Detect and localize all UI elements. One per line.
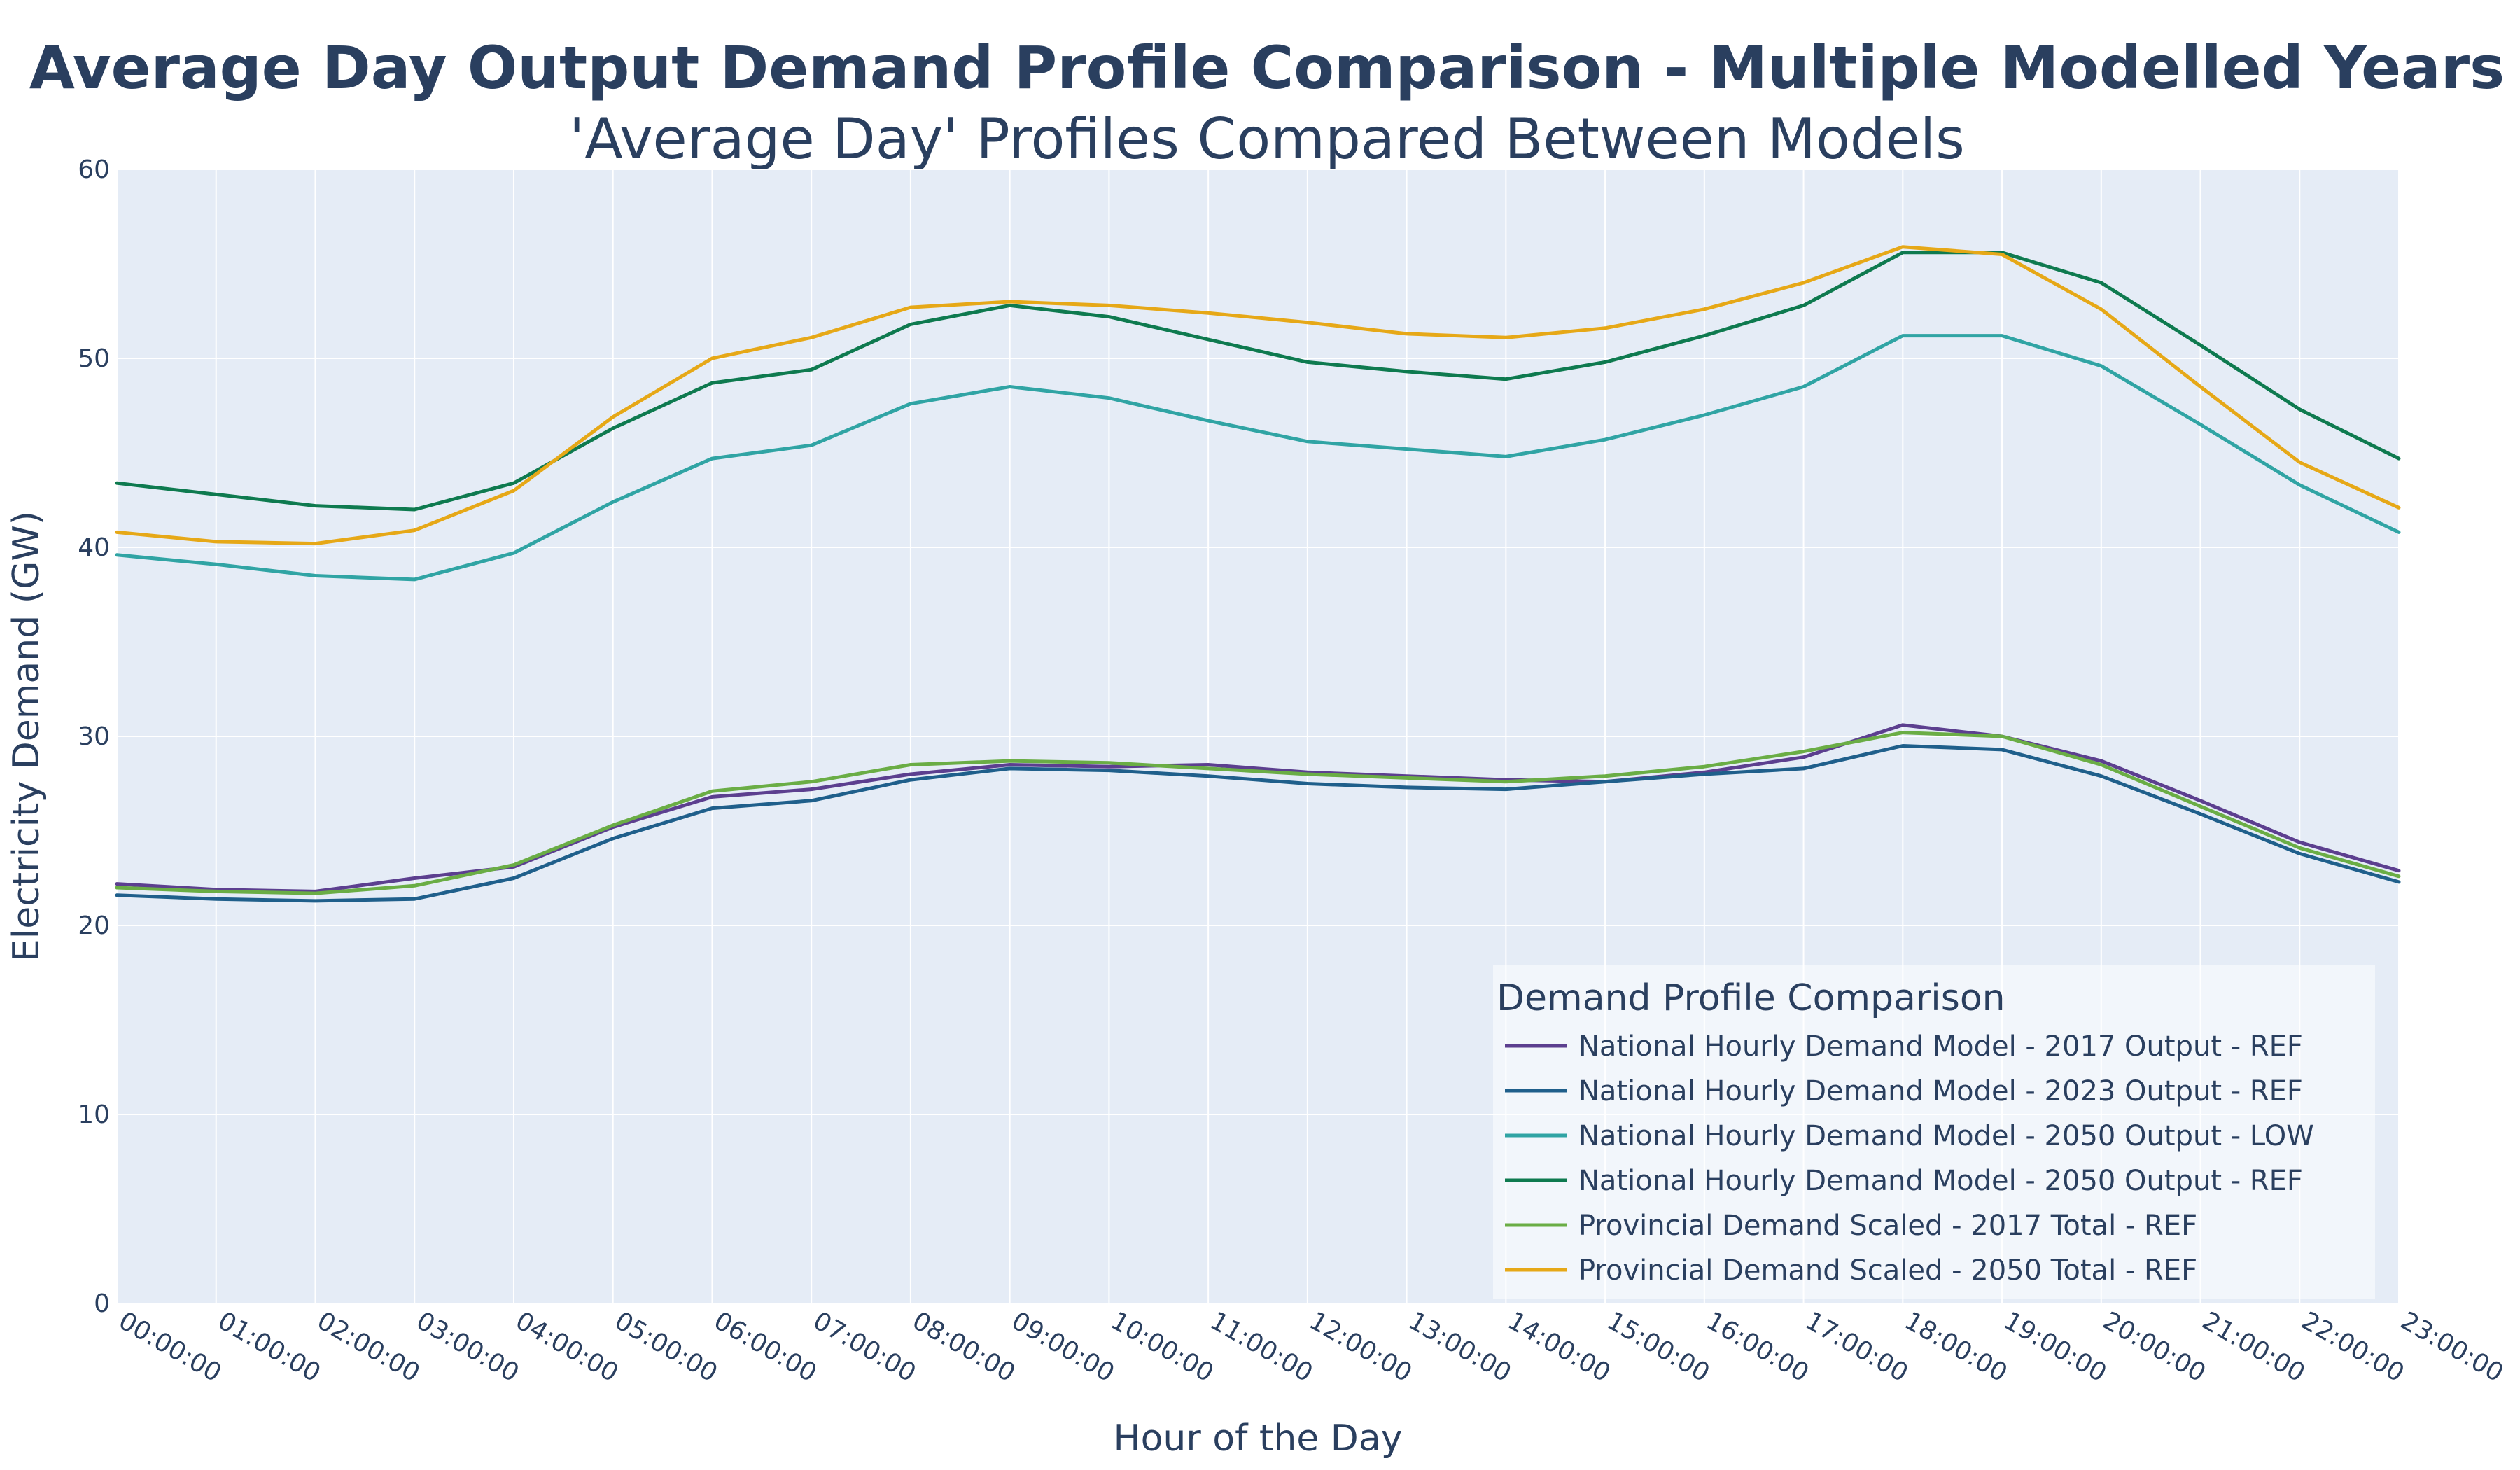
series-lines [115, 245, 2401, 903]
legend-label: National Hourly Demand Model - 2050 Outp… [1578, 1165, 2303, 1197]
legend-item: National Hourly Demand Model - 2050 Outp… [1505, 1120, 2314, 1152]
legend-label: National Hourly Demand Model - 2017 Outp… [1578, 1030, 2303, 1063]
y-tick-label: 40 [78, 533, 110, 562]
y-tick-label: 60 [78, 155, 110, 184]
x-tick-label: 07:00:00 [808, 1306, 921, 1387]
y-axis-ticks: 0 10 20 30 40 50 60 [78, 155, 110, 1318]
x-tick-label: 09:00:00 [1007, 1306, 1119, 1387]
x-tick-label: 21:00:00 [2197, 1306, 2310, 1387]
x-tick-label: 12:00:00 [1304, 1306, 1417, 1387]
x-tick-label: 18:00:00 [1900, 1306, 2012, 1387]
chart-title: Average Day Output Demand Profile Compar… [29, 34, 2505, 102]
y-tick-label: 50 [78, 344, 110, 373]
x-tick-label: 00:00:00 [114, 1306, 227, 1387]
x-tick-label: 05:00:00 [610, 1306, 722, 1387]
x-tick-label: 15:00:00 [1602, 1306, 1715, 1387]
legend-item: National Hourly Demand Model - 2017 Outp… [1505, 1030, 2303, 1063]
y-tick-label: 30 [78, 722, 110, 751]
legend: Demand Profile Comparison National Hourl… [1493, 965, 2375, 1299]
x-tick-label: 20:00:00 [2098, 1306, 2211, 1387]
y-tick-label: 10 [78, 1100, 110, 1129]
series-line [115, 744, 2401, 903]
chart-subtitle: 'Average Day' Profiles Compared Between … [569, 106, 1965, 172]
x-tick-label: 02:00:00 [312, 1306, 425, 1387]
x-tick-label: 14:00:00 [1503, 1306, 1616, 1387]
legend-title: Demand Profile Comparison [1497, 977, 2005, 1019]
x-tick-label: 08:00:00 [907, 1306, 1020, 1387]
legend-label: Provincial Demand Scaled - 2017 Total - … [1578, 1210, 2197, 1242]
x-tick-label: 10:00:00 [1106, 1306, 1219, 1387]
legend-item: Provincial Demand Scaled - 2050 Total - … [1505, 1254, 2197, 1287]
legend-item: National Hourly Demand Model - 2023 Outp… [1505, 1075, 2303, 1107]
x-axis-ticks: 00:00:0001:00:0002:00:0003:00:0004:00:00… [114, 1306, 2509, 1387]
x-tick-label: 19:00:00 [1999, 1306, 2112, 1387]
x-tick-label: 03:00:00 [412, 1306, 524, 1387]
series-line [115, 334, 2401, 582]
x-tick-label: 06:00:00 [709, 1306, 822, 1387]
legend-item: Provincial Demand Scaled - 2017 Total - … [1505, 1210, 2197, 1242]
x-tick-label: 16:00:00 [1701, 1306, 1814, 1387]
x-axis-title: Hour of the Day [1114, 1418, 1403, 1460]
series-line [115, 251, 2401, 512]
x-tick-label: 22:00:00 [2297, 1306, 2409, 1387]
x-tick-label: 13:00:00 [1404, 1306, 1516, 1387]
legend-item: National Hourly Demand Model - 2050 Outp… [1505, 1165, 2303, 1197]
series-line [115, 731, 2401, 895]
x-tick-label: 11:00:00 [1205, 1306, 1318, 1387]
y-axis-title: Electricity Demand (GW) [6, 511, 48, 962]
y-tick-label: 20 [78, 911, 110, 940]
x-tick-label: 01:00:00 [213, 1306, 326, 1387]
legend-box [1493, 965, 2375, 1299]
legend-label: National Hourly Demand Model - 2023 Outp… [1578, 1075, 2303, 1107]
x-tick-label: 04:00:00 [510, 1306, 623, 1387]
series-line [115, 245, 2401, 546]
x-tick-label: 17:00:00 [1800, 1306, 1913, 1387]
legend-label: National Hourly Demand Model - 2050 Outp… [1578, 1120, 2314, 1152]
legend-items: National Hourly Demand Model - 2017 Outp… [1505, 1030, 2314, 1287]
legend-label: Provincial Demand Scaled - 2050 Total - … [1578, 1254, 2197, 1287]
y-tick-label: 0 [94, 1289, 110, 1318]
x-tick-label: 23:00:00 [2396, 1306, 2509, 1387]
